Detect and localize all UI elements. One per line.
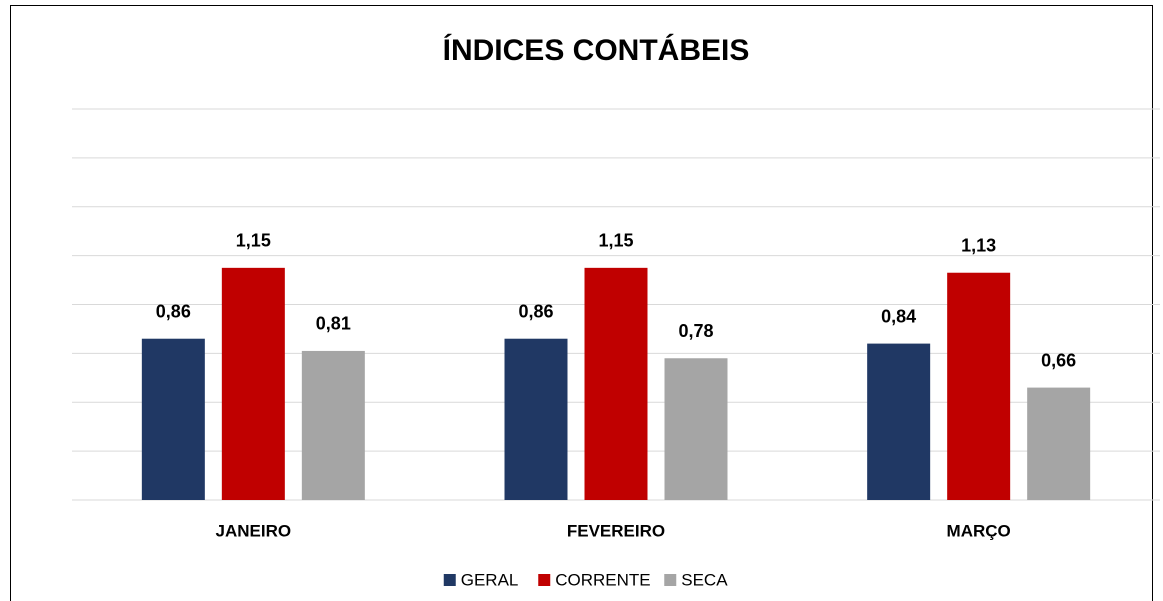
x-tick-label: JANEIRO — [216, 521, 292, 540]
bar — [664, 358, 728, 500]
data-label: 0,81 — [316, 314, 351, 334]
legend-label: CORRENTE — [555, 570, 650, 589]
bar — [504, 338, 568, 500]
bar — [141, 338, 205, 500]
bar — [584, 267, 648, 500]
bar — [947, 272, 1011, 500]
data-label: 0,84 — [881, 306, 916, 326]
legend-swatch — [443, 574, 456, 586]
data-label: 0,66 — [1041, 350, 1076, 370]
x-tick-label: MARÇO — [947, 521, 1011, 540]
data-label: 0,86 — [156, 301, 191, 321]
legend-swatch — [538, 574, 551, 586]
legend-swatch — [664, 574, 677, 586]
data-label: 1,13 — [961, 235, 996, 255]
data-label: 1,15 — [598, 231, 633, 251]
legend-label: GERAL — [461, 570, 519, 589]
legend-label: SECA — [681, 570, 728, 589]
bar — [301, 350, 365, 500]
data-label: 0,78 — [678, 321, 713, 341]
data-label: 1,15 — [236, 231, 271, 251]
bar — [221, 267, 285, 500]
data-label: 0,86 — [518, 301, 553, 321]
bar — [867, 343, 931, 500]
bar — [1027, 387, 1091, 500]
x-tick-label: FEVEREIRO — [567, 521, 665, 540]
chart-title: ÍNDICES CONTÁBEIS — [443, 33, 750, 67]
